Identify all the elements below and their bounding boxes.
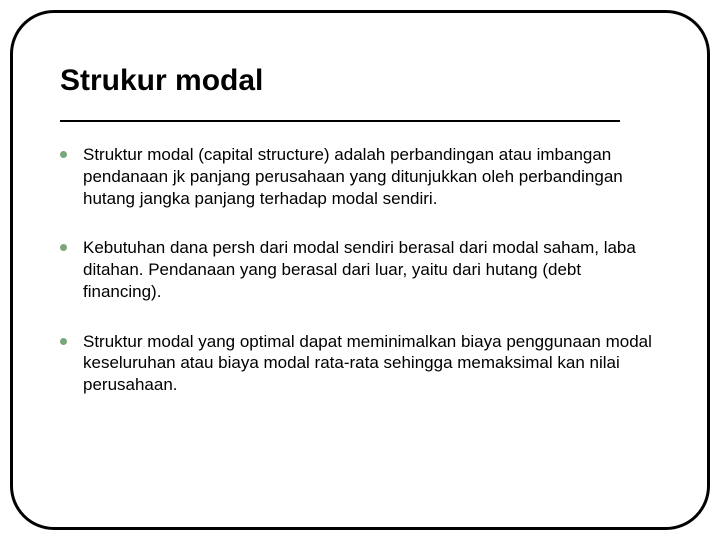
- bullet-list: Struktur modal (capital structure) adala…: [60, 144, 660, 396]
- bullet-text: Kebutuhan dana persh dari modal sendiri …: [83, 237, 660, 302]
- bullet-icon: [60, 244, 67, 251]
- slide-title: Strukur modal: [60, 64, 660, 102]
- list-item: Struktur modal (capital structure) adala…: [60, 144, 660, 209]
- list-item: Kebutuhan dana persh dari modal sendiri …: [60, 237, 660, 302]
- bullet-icon: [60, 338, 67, 345]
- slide-content: Strukur modal Struktur modal (capital st…: [60, 64, 660, 424]
- bullet-text: Struktur modal (capital structure) adala…: [83, 144, 660, 209]
- list-item: Struktur modal yang optimal dapat memini…: [60, 331, 660, 396]
- bullet-text: Struktur modal yang optimal dapat memini…: [83, 331, 660, 396]
- title-underline: [60, 120, 620, 122]
- bullet-icon: [60, 151, 67, 158]
